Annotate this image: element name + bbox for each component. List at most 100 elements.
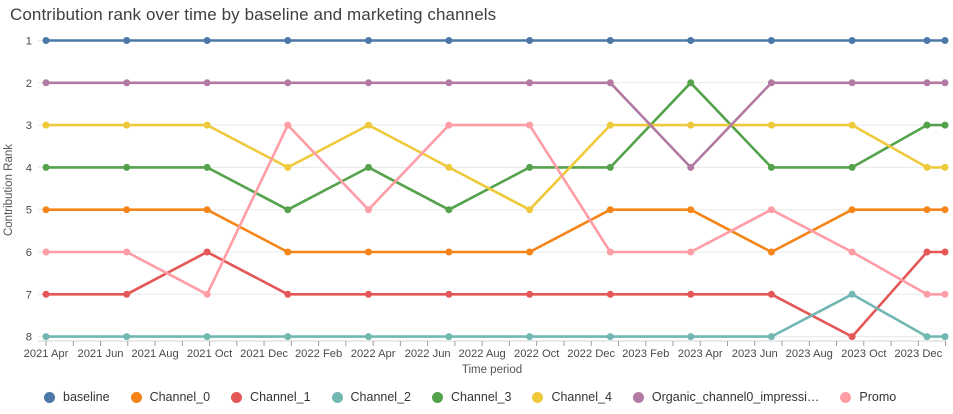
data-point-marker[interactable] bbox=[606, 333, 614, 341]
data-point-marker[interactable] bbox=[445, 248, 453, 256]
legend-item-Promo[interactable]: Promo bbox=[840, 390, 896, 404]
data-point-marker[interactable] bbox=[767, 290, 775, 298]
data-point-marker[interactable] bbox=[923, 206, 931, 214]
data-point-marker[interactable] bbox=[687, 163, 695, 171]
data-point-marker[interactable] bbox=[445, 290, 453, 298]
data-point-marker[interactable] bbox=[941, 333, 949, 341]
series-Channel_1[interactable] bbox=[42, 248, 949, 341]
legend-item-Organic_channel0_impressi…[interactable]: Organic_channel0_impressi… bbox=[632, 390, 819, 404]
data-point-marker[interactable] bbox=[445, 121, 453, 129]
data-point-marker[interactable] bbox=[203, 206, 211, 214]
data-point-marker[interactable] bbox=[606, 121, 614, 129]
data-point-marker[interactable] bbox=[941, 163, 949, 171]
data-point-marker[interactable] bbox=[606, 248, 614, 256]
series-baseline[interactable] bbox=[42, 37, 949, 44]
data-point-marker[interactable] bbox=[365, 121, 372, 129]
data-point-marker[interactable] bbox=[284, 206, 292, 214]
data-point-marker[interactable] bbox=[42, 290, 50, 298]
series-Channel_0[interactable] bbox=[42, 206, 949, 256]
data-point-marker[interactable] bbox=[923, 333, 931, 341]
data-point-marker[interactable] bbox=[445, 37, 453, 44]
series-Organic_channel0_impressi…[interactable] bbox=[42, 79, 949, 171]
data-point-marker[interactable] bbox=[923, 163, 931, 171]
data-point-marker[interactable] bbox=[526, 206, 534, 214]
data-point-marker[interactable] bbox=[941, 290, 949, 298]
series-Channel_2[interactable] bbox=[42, 290, 949, 341]
data-point-marker[interactable] bbox=[203, 163, 211, 171]
data-point-marker[interactable] bbox=[923, 79, 931, 87]
data-point-marker[interactable] bbox=[284, 163, 292, 171]
data-point-marker[interactable] bbox=[848, 206, 856, 214]
data-point-marker[interactable] bbox=[767, 121, 775, 129]
data-point-marker[interactable] bbox=[687, 79, 695, 87]
data-point-marker[interactable] bbox=[284, 79, 292, 87]
data-point-marker[interactable] bbox=[767, 163, 775, 171]
data-point-marker[interactable] bbox=[848, 37, 856, 44]
data-point-marker[interactable] bbox=[445, 206, 453, 214]
data-point-marker[interactable] bbox=[284, 121, 292, 129]
data-point-marker[interactable] bbox=[445, 79, 453, 87]
data-point-marker[interactable] bbox=[687, 333, 695, 341]
data-point-marker[interactable] bbox=[365, 163, 372, 171]
data-point-marker[interactable] bbox=[284, 333, 292, 341]
data-point-marker[interactable] bbox=[687, 206, 695, 214]
data-point-marker[interactable] bbox=[123, 121, 131, 129]
legend-item-Channel_2[interactable]: Channel_2 bbox=[331, 390, 411, 404]
data-point-marker[interactable] bbox=[923, 37, 931, 44]
data-point-marker[interactable] bbox=[606, 206, 614, 214]
data-point-marker[interactable] bbox=[203, 333, 211, 341]
series-line[interactable] bbox=[44, 292, 947, 338]
data-point-marker[interactable] bbox=[687, 290, 695, 298]
data-point-marker[interactable] bbox=[42, 163, 50, 171]
data-point-marker[interactable] bbox=[848, 333, 856, 341]
data-point-marker[interactable] bbox=[941, 206, 949, 214]
legend-item-Channel_0[interactable]: Channel_0 bbox=[130, 390, 210, 404]
data-point-marker[interactable] bbox=[941, 248, 949, 256]
data-point-marker[interactable] bbox=[848, 290, 856, 298]
data-point-marker[interactable] bbox=[941, 121, 949, 129]
data-point-marker[interactable] bbox=[42, 333, 50, 341]
data-point-marker[interactable] bbox=[123, 37, 131, 44]
data-point-marker[interactable] bbox=[445, 163, 453, 171]
data-point-marker[interactable] bbox=[687, 121, 695, 129]
data-point-marker[interactable] bbox=[526, 290, 534, 298]
data-point-marker[interactable] bbox=[848, 248, 856, 256]
data-point-marker[interactable] bbox=[526, 248, 534, 256]
data-point-marker[interactable] bbox=[203, 79, 211, 87]
data-point-marker[interactable] bbox=[767, 37, 775, 44]
data-point-marker[interactable] bbox=[941, 37, 949, 44]
series-Channel_3[interactable] bbox=[42, 79, 949, 214]
data-point-marker[interactable] bbox=[526, 79, 534, 87]
data-point-marker[interactable] bbox=[365, 290, 372, 298]
data-point-marker[interactable] bbox=[365, 37, 372, 44]
data-point-marker[interactable] bbox=[526, 121, 534, 129]
data-point-marker[interactable] bbox=[687, 37, 695, 44]
data-point-marker[interactable] bbox=[526, 163, 534, 171]
data-point-marker[interactable] bbox=[284, 290, 292, 298]
data-point-marker[interactable] bbox=[365, 79, 372, 87]
series-Promo[interactable] bbox=[42, 121, 949, 298]
data-point-marker[interactable] bbox=[203, 121, 211, 129]
data-point-marker[interactable] bbox=[42, 121, 50, 129]
data-point-marker[interactable] bbox=[923, 290, 931, 298]
data-point-marker[interactable] bbox=[687, 248, 695, 256]
data-point-marker[interactable] bbox=[606, 163, 614, 171]
data-point-marker[interactable] bbox=[123, 290, 131, 298]
series-lines[interactable] bbox=[42, 37, 949, 341]
legend-item-Channel_1[interactable]: Channel_1 bbox=[231, 390, 311, 404]
data-point-marker[interactable] bbox=[365, 206, 372, 214]
data-point-marker[interactable] bbox=[767, 248, 775, 256]
data-point-marker[interactable] bbox=[284, 37, 292, 44]
data-point-marker[interactable] bbox=[123, 79, 131, 87]
data-point-marker[interactable] bbox=[123, 333, 131, 341]
data-point-marker[interactable] bbox=[848, 163, 856, 171]
data-point-marker[interactable] bbox=[365, 248, 372, 256]
data-point-marker[interactable] bbox=[606, 79, 614, 87]
series-Channel_4[interactable] bbox=[42, 121, 949, 214]
data-point-marker[interactable] bbox=[445, 333, 453, 341]
legend-item-baseline[interactable]: baseline bbox=[44, 390, 110, 404]
chart-svg[interactable]: 2021 Apr 2021 Jun 2021 Aug 2021 Oct 2021 Dec… bbox=[0, 0, 953, 382]
data-point-marker[interactable] bbox=[123, 163, 131, 171]
data-point-marker[interactable] bbox=[923, 248, 931, 256]
data-point-marker[interactable] bbox=[203, 37, 211, 44]
